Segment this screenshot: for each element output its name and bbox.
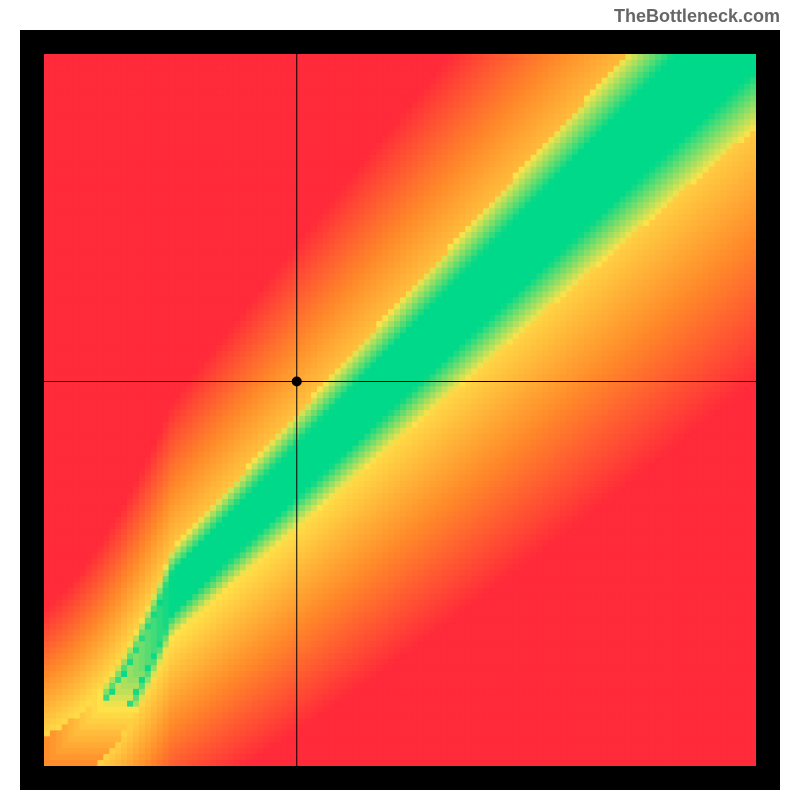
chart-container: TheBottleneck.com [0,0,800,800]
heatmap-canvas [20,30,780,790]
bottleneck-heatmap [20,30,780,790]
watermark: TheBottleneck.com [614,6,780,27]
